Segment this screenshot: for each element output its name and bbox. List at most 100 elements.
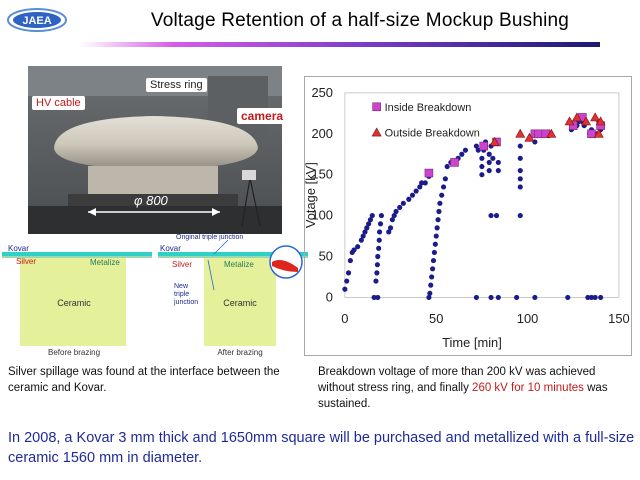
y-tick-label: 0 xyxy=(326,289,333,304)
before-brazing-diagram: Kovar Silver Metalize Ceramic Before bra… xyxy=(2,244,152,357)
breakdown-voltage-chart: 0 50 100 150 0 50 100 150 200 250 Time [min] Votage… xyxy=(303,85,630,350)
data-point xyxy=(490,155,496,161)
data-point xyxy=(393,208,399,215)
data-point xyxy=(342,286,348,292)
data-point xyxy=(495,159,501,166)
data-point xyxy=(419,180,425,186)
data-point xyxy=(429,274,435,280)
bushing-photo xyxy=(28,66,282,234)
diameter-label: φ 800 xyxy=(134,193,168,208)
data-point xyxy=(374,270,380,276)
caption-right-text-1: Breakdown voltage of more than 200 kV wa… xyxy=(318,366,596,394)
outside-breakdown-point xyxy=(489,136,500,146)
inside-breakdown-point xyxy=(534,129,543,139)
data-point xyxy=(377,221,384,227)
outside-breakdown-point xyxy=(581,116,592,126)
hv-cable-label: HV cable xyxy=(32,96,85,110)
page-title: Voltage Retention of a half-size Mockup … xyxy=(150,10,570,31)
data-point xyxy=(442,176,448,182)
silver-label-before: Silver xyxy=(16,257,36,266)
data-point xyxy=(362,229,368,235)
data-point xyxy=(375,253,381,260)
data-point xyxy=(391,213,397,219)
data-point xyxy=(493,213,500,219)
bottom-text: In 2008, a Kovar 3 mm thick and 1650mm s… xyxy=(8,430,635,466)
y-tick-label: 50 xyxy=(319,248,333,263)
inside-breakdown-point xyxy=(479,141,488,151)
inside-breakdown-point xyxy=(450,158,459,167)
data-point xyxy=(495,294,501,300)
y-tick-label: 250 xyxy=(311,85,333,100)
x-tick-label: 150 xyxy=(608,311,630,326)
outside-breakdown-point xyxy=(593,128,604,138)
x-axis-label: Time [min] xyxy=(442,335,502,350)
data-point xyxy=(360,233,366,239)
y-axis-label: Votage [kV] xyxy=(305,162,318,228)
data-point xyxy=(495,168,501,174)
outside-breakdown-point xyxy=(524,132,535,142)
inside-breakdown-point xyxy=(568,121,578,130)
data-point xyxy=(376,245,382,251)
data-point xyxy=(598,294,604,300)
kovar-label-after: Kovar xyxy=(160,244,181,253)
data-point xyxy=(427,290,433,296)
data-point xyxy=(364,225,370,231)
data-point xyxy=(514,294,520,300)
data-point xyxy=(435,217,441,223)
data-point xyxy=(409,192,416,198)
outside-breakdown-point xyxy=(595,116,606,126)
data-point xyxy=(488,213,494,219)
data-point xyxy=(436,208,442,215)
data-point xyxy=(358,237,364,243)
data-point xyxy=(400,200,406,206)
outside-breakdown-point xyxy=(546,128,557,138)
kovar-label-before: Kovar xyxy=(8,244,29,253)
new-triple-label-3: junction xyxy=(173,299,198,306)
data-point xyxy=(437,200,443,206)
data-point xyxy=(517,184,523,190)
before-brazing-caption: Before brazing xyxy=(48,348,100,357)
data-point xyxy=(413,188,419,194)
caption-left: Silver spillage was found at the interfa… xyxy=(8,366,280,394)
x-tick-label: 100 xyxy=(517,311,539,326)
data-point xyxy=(517,143,523,149)
chart-frame: 0 50 100 150 0 50 100 150 200 250 Time [min] Votage… xyxy=(303,76,632,356)
data-point xyxy=(351,247,357,253)
data-point xyxy=(486,159,492,166)
legend-label: Outside Breakdown xyxy=(385,128,480,140)
data-point xyxy=(486,151,492,157)
legend-marker xyxy=(371,127,382,137)
metalize-label-before: Metalize xyxy=(90,258,120,267)
data-point xyxy=(386,229,392,235)
data-point xyxy=(406,196,412,202)
caption-right-highlight: 260 kV for 10 minutes xyxy=(472,382,584,394)
data-point xyxy=(417,184,423,190)
data-point xyxy=(428,282,434,288)
new-triple-label-1: New xyxy=(174,283,189,290)
data-point xyxy=(369,213,375,219)
inside-breakdown-point xyxy=(424,168,434,178)
outside-breakdown-point xyxy=(571,112,582,122)
outside-breakdown-point xyxy=(564,116,575,126)
data-point xyxy=(473,294,480,300)
data-point xyxy=(373,278,379,284)
after-brazing-diagram: Original triple junction Kovar Silver Me… xyxy=(158,234,308,357)
data-point xyxy=(462,147,469,153)
outside-breakdown-point xyxy=(515,128,526,138)
data-point xyxy=(488,294,494,300)
data-point xyxy=(389,217,395,223)
data-point xyxy=(387,225,394,231)
jaea-logo: JAEA xyxy=(7,8,67,32)
inside-breakdown-point xyxy=(587,129,596,139)
data-point xyxy=(433,233,439,239)
data-point xyxy=(517,176,523,182)
caption-right-text-2: was sustained. xyxy=(318,382,608,410)
data-point xyxy=(431,249,437,255)
data-point xyxy=(459,151,465,157)
data-point xyxy=(439,192,445,198)
data-point xyxy=(473,143,480,149)
stress-ring-label: Stress ring xyxy=(146,78,207,92)
data-point xyxy=(440,184,447,190)
original-triple-label: Original triple junction xyxy=(176,234,243,241)
ceramic-label-before: Ceramic xyxy=(57,298,91,308)
